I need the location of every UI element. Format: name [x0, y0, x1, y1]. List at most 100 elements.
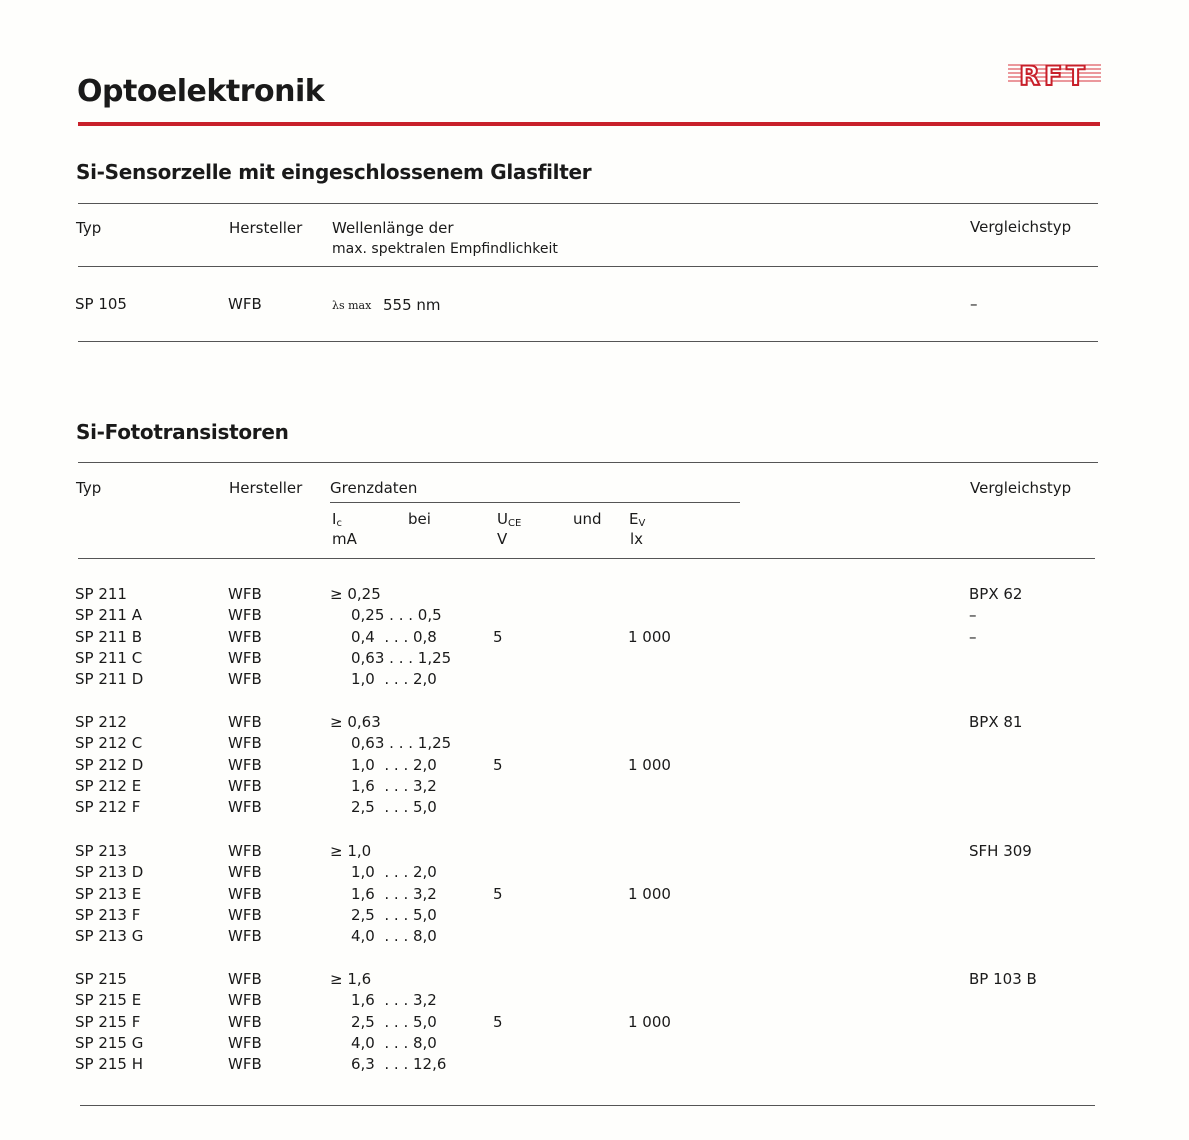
- cell-wellen: 555 nm: [383, 296, 441, 314]
- col-typ: Typ: [76, 479, 102, 497]
- cell-hersteller: WFB: [228, 648, 262, 667]
- cell-typ: SP 211 D: [75, 670, 144, 689]
- col-vergleich: Vergleichstyp: [970, 479, 1072, 497]
- cell-vergleich: –: [969, 627, 977, 646]
- cell-typ: SP 212 F: [75, 798, 141, 817]
- cell-hersteller: WFB: [228, 734, 262, 753]
- table-row: SP 211 D WFB 1,0 . . . 2,0: [0, 670, 1189, 691]
- cell-hersteller: WFB: [228, 627, 262, 646]
- cell-ic: 0,63 . . . 1,25: [351, 648, 452, 667]
- col-grenzdaten: Grenzdaten: [330, 479, 418, 497]
- cell-typ: SP 212 D: [75, 755, 144, 774]
- cell-vergleich: BP 103 B: [969, 970, 1037, 988]
- table-row: SP 213 F WFB 2,5 . . . 5,0: [0, 906, 1189, 927]
- cell-ic: ≥ 0,63: [330, 713, 381, 731]
- cell-hersteller: WFB: [228, 905, 262, 924]
- cell-typ: SP 215: [75, 970, 127, 988]
- table-row: SP 215 WFB ≥ 1,6 BP 103 B: [0, 970, 1189, 991]
- col-ic: Ic: [332, 510, 342, 529]
- cell-ic: 4,0 . . . 8,0: [351, 927, 437, 946]
- cell-hersteller: WFB: [228, 776, 262, 795]
- unit-uce: V: [497, 530, 508, 548]
- table-row: SP 215 F WFB 2,5 . . . 5,0 5 1 000: [0, 1013, 1189, 1034]
- cell-hersteller: WFB: [228, 927, 262, 946]
- cell-ic: 6,3 . . . 12,6: [351, 1055, 447, 1074]
- cell-typ: SP 211: [75, 585, 127, 603]
- col-typ: Typ: [76, 219, 102, 237]
- cell-vergleich: –: [970, 295, 978, 313]
- cell-ic: 1,0 . . . 2,0: [351, 755, 437, 774]
- table-row: SP 212 F WFB 2,5 . . . 5,0: [0, 798, 1189, 819]
- unit-ev: lx: [630, 530, 644, 548]
- cell-typ: SP 213 F: [75, 905, 141, 924]
- cell-ev: 1 000: [628, 627, 671, 646]
- section-title: Si-Sensorzelle mit eingeschlossenem Glas…: [76, 160, 592, 184]
- table-row: SP 213 WFB ≥ 1,0 SFH 309: [0, 842, 1189, 863]
- cell-ic: 2,5 . . . 5,0: [351, 798, 437, 817]
- table-row: SP 213 D WFB 1,0 . . . 2,0: [0, 863, 1189, 884]
- cell-ic: ≥ 1,6: [330, 970, 372, 988]
- cell-hersteller: WFB: [228, 1012, 262, 1031]
- cell-typ: SP 215 E: [75, 991, 142, 1010]
- cell-vergleich: BPX 81: [969, 713, 1023, 731]
- cell-hersteller: WFB: [228, 798, 262, 817]
- cell-hersteller: WFB: [228, 970, 262, 988]
- cell-ev: 1 000: [628, 755, 671, 774]
- cell-hersteller: WFB: [228, 713, 262, 731]
- table-row: SP 213 G WFB 4,0 . . . 8,0: [0, 927, 1189, 948]
- cell-ic: 1,0 . . . 2,0: [351, 863, 437, 882]
- cell-typ: SP 215 F: [75, 1012, 141, 1031]
- col-uce: UCE: [497, 510, 522, 529]
- cell-typ: SP 213 E: [75, 884, 142, 903]
- cell-vergleich: SFH 309: [969, 842, 1032, 860]
- col-hersteller: Hersteller: [229, 219, 303, 237]
- table-row: SP 211 WFB ≥ 0,25 BPX 62: [0, 585, 1189, 606]
- cell-typ: SP 215 G: [75, 1033, 144, 1052]
- table-row: SP 212 E WFB 1,6 . . . 3,2: [0, 777, 1189, 798]
- cell-hersteller: WFB: [228, 884, 262, 903]
- table-row: SP 211 B WFB 0,4 . . . 0,8 – 5 1 000: [0, 628, 1189, 649]
- cell-hersteller: WFB: [228, 670, 262, 689]
- cell-vergleich: BPX 62: [969, 585, 1023, 603]
- table-row: SP 212 WFB ≥ 0,63 BPX 81: [0, 713, 1189, 734]
- cell-hersteller: WFB: [228, 991, 262, 1010]
- cell-hersteller: WFB: [228, 842, 262, 860]
- table-row: SP 212 C WFB 0,63 . . . 1,25: [0, 734, 1189, 755]
- cell-ev: 1 000: [628, 884, 671, 903]
- cell-typ: SP 211 C: [75, 648, 143, 667]
- table-row: SP 215 E WFB 1,6 . . . 3,2: [0, 991, 1189, 1012]
- cell-typ: SP 213 G: [75, 927, 144, 946]
- cell-ic: 2,5 . . . 5,0: [351, 1012, 437, 1031]
- cell-uce: 5: [493, 1012, 503, 1031]
- cell-uce: 5: [493, 755, 503, 774]
- cell-ic: 0,63 . . . 1,25: [351, 734, 452, 753]
- cell-ic: 0,4 . . . 0,8: [351, 627, 437, 646]
- cell-hersteller: WFB: [228, 606, 262, 625]
- cell-ic: ≥ 1,0: [330, 842, 372, 860]
- table-row: SP 215 G WFB 4,0 . . . 8,0: [0, 1034, 1189, 1055]
- table-row: SP 211 A WFB 0,25 . . . 0,5 –: [0, 606, 1189, 627]
- cell-ev: 1 000: [628, 1012, 671, 1031]
- cell-hersteller: WFB: [228, 755, 262, 774]
- table-row: SP 215 H WFB 6,3 . . . 12,6: [0, 1055, 1189, 1076]
- cell-hersteller: WFB: [228, 585, 262, 603]
- cell-ic: ≥ 0,25: [330, 585, 381, 603]
- cell-typ: SP 212 E: [75, 776, 142, 795]
- cell-typ: SP 211 A: [75, 606, 142, 625]
- cell-typ: SP 215 H: [75, 1055, 144, 1074]
- svg-text:RFT: RFT: [1019, 61, 1089, 88]
- table-row: SP 213 E WFB 1,6 . . . 3,2 5 1 000: [0, 885, 1189, 906]
- cell-typ: SP 212: [75, 713, 127, 731]
- col-wellen-2: max. spektralen Empfindlichkeit: [332, 241, 558, 257]
- cell-uce: 5: [493, 627, 503, 646]
- cell-vergleich: –: [969, 606, 977, 625]
- col-und: und: [573, 510, 602, 528]
- cell-ic: 0,25 . . . 0,5: [351, 606, 442, 625]
- cell-symbol: λs max: [332, 299, 372, 312]
- col-bei: bei: [408, 510, 431, 528]
- cell-ic: 2,5 . . . 5,0: [351, 905, 437, 924]
- cell-hersteller: WFB: [228, 1055, 262, 1074]
- cell-typ: SP 212 C: [75, 734, 143, 753]
- cell-hersteller: WFB: [228, 295, 262, 313]
- cell-typ: SP 213 D: [75, 863, 144, 882]
